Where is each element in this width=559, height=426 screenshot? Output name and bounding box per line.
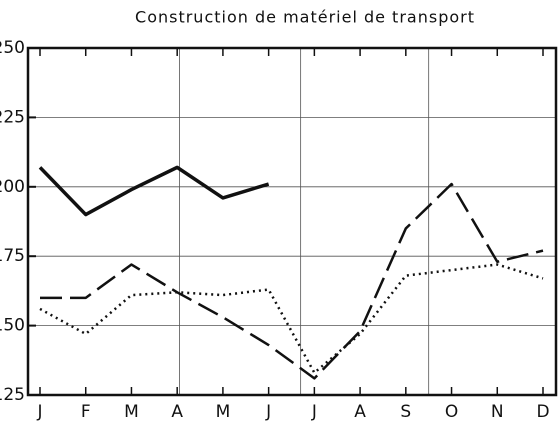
- x-tick-label: F: [81, 402, 91, 422]
- x-tick-label: J: [311, 402, 317, 422]
- x-tick-label: J: [265, 402, 271, 422]
- x-tick-label: A: [354, 402, 366, 422]
- chart-title: Construction de matériel de transport: [135, 8, 475, 27]
- x-tick-label: M: [216, 402, 231, 422]
- x-tick-label: J: [36, 402, 42, 422]
- x-tick-label: M: [124, 402, 139, 422]
- x-tick-label: A: [171, 402, 183, 422]
- y-tick-label: 175: [0, 246, 25, 266]
- series-line: [38, 165, 270, 217]
- x-tick-label: N: [491, 402, 504, 422]
- y-tick-label: 200: [0, 177, 25, 197]
- x-tick-label: O: [445, 402, 458, 422]
- y-tick-label: 250: [0, 38, 25, 58]
- y-tick-label: 225: [0, 107, 25, 127]
- y-tick-label: 150: [0, 316, 25, 336]
- plot-frame: [26, 46, 558, 397]
- series-line: [40, 182, 544, 380]
- y-tick-label: 125: [0, 385, 25, 405]
- series-line: [39, 263, 544, 375]
- x-tick-label: D: [536, 402, 549, 422]
- x-tick-label: S: [400, 402, 411, 422]
